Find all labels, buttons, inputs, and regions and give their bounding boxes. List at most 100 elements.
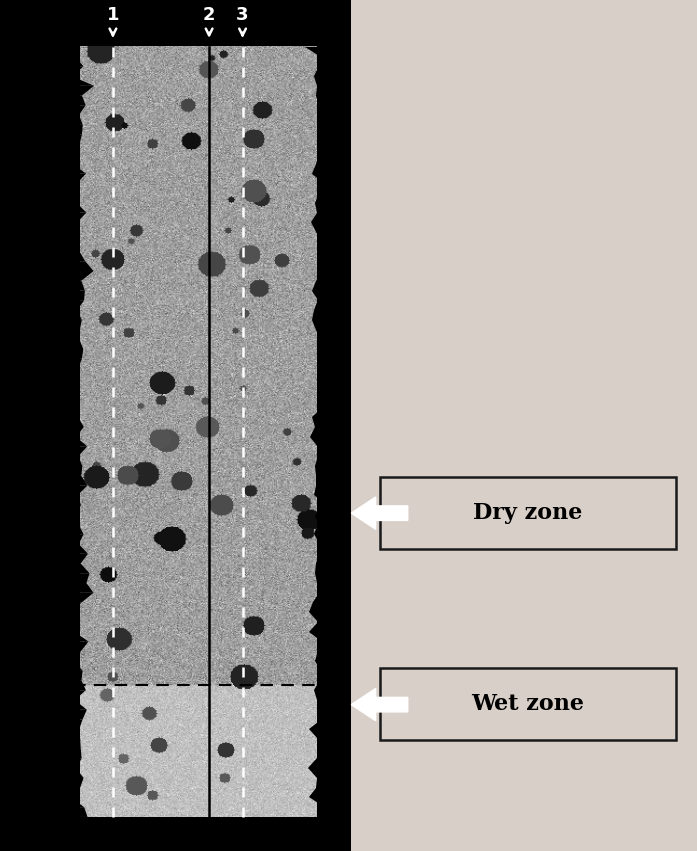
- Bar: [380, 477, 676, 549]
- Polygon shape: [0, 310, 82, 320]
- Polygon shape: [319, 134, 351, 145]
- Polygon shape: [0, 534, 84, 544]
- Polygon shape: [0, 574, 89, 583]
- Text: Dry zone: Dry zone: [473, 502, 583, 523]
- Polygon shape: [312, 408, 351, 417]
- Polygon shape: [0, 486, 87, 495]
- Polygon shape: [309, 612, 351, 622]
- Polygon shape: [320, 671, 351, 681]
- Polygon shape: [0, 290, 85, 300]
- Polygon shape: [0, 261, 93, 271]
- Polygon shape: [351, 497, 408, 529]
- Polygon shape: [323, 242, 351, 252]
- Polygon shape: [309, 603, 351, 612]
- Polygon shape: [0, 661, 83, 671]
- Polygon shape: [309, 719, 351, 729]
- Polygon shape: [0, 232, 79, 242]
- Polygon shape: [318, 739, 351, 749]
- Polygon shape: [318, 642, 351, 651]
- Polygon shape: [0, 163, 86, 174]
- Polygon shape: [319, 56, 351, 66]
- Polygon shape: [0, 749, 82, 758]
- Polygon shape: [314, 486, 351, 495]
- Polygon shape: [318, 710, 351, 719]
- Polygon shape: [318, 349, 351, 359]
- Polygon shape: [0, 397, 77, 408]
- Polygon shape: [0, 213, 86, 222]
- Polygon shape: [314, 495, 351, 505]
- Polygon shape: [0, 281, 85, 290]
- Polygon shape: [0, 300, 84, 310]
- Polygon shape: [0, 47, 76, 56]
- Polygon shape: [0, 758, 82, 768]
- Polygon shape: [0, 56, 84, 66]
- Polygon shape: [0, 320, 82, 329]
- Polygon shape: [0, 808, 88, 817]
- Bar: [380, 668, 676, 740]
- Polygon shape: [0, 86, 94, 95]
- Polygon shape: [0, 642, 89, 651]
- Polygon shape: [316, 154, 351, 163]
- Polygon shape: [0, 222, 79, 232]
- Polygon shape: [319, 378, 351, 388]
- Polygon shape: [308, 768, 351, 778]
- Polygon shape: [316, 86, 351, 95]
- Polygon shape: [0, 788, 80, 797]
- Polygon shape: [312, 222, 351, 232]
- Polygon shape: [315, 466, 351, 476]
- Polygon shape: [314, 681, 351, 690]
- Polygon shape: [0, 719, 82, 729]
- Polygon shape: [317, 700, 351, 710]
- Polygon shape: [0, 417, 84, 427]
- Polygon shape: [310, 437, 351, 447]
- Polygon shape: [0, 95, 86, 106]
- Polygon shape: [0, 183, 79, 193]
- Polygon shape: [316, 574, 351, 583]
- Polygon shape: [319, 183, 351, 193]
- Polygon shape: [315, 193, 351, 203]
- Polygon shape: [0, 690, 86, 700]
- Polygon shape: [0, 145, 79, 154]
- Polygon shape: [319, 145, 351, 154]
- Polygon shape: [317, 252, 351, 261]
- Polygon shape: [319, 125, 351, 134]
- Polygon shape: [315, 505, 351, 515]
- Polygon shape: [0, 359, 82, 368]
- Polygon shape: [315, 661, 351, 671]
- Polygon shape: [316, 476, 351, 486]
- Bar: [351, 0, 697, 851]
- Polygon shape: [0, 447, 87, 456]
- Polygon shape: [315, 515, 351, 524]
- Polygon shape: [0, 622, 74, 631]
- Polygon shape: [319, 115, 351, 125]
- Polygon shape: [314, 534, 351, 544]
- Polygon shape: [316, 583, 351, 593]
- Polygon shape: [315, 651, 351, 661]
- Polygon shape: [324, 808, 351, 817]
- Polygon shape: [0, 125, 83, 134]
- Polygon shape: [316, 232, 351, 242]
- Polygon shape: [0, 76, 94, 86]
- Polygon shape: [0, 515, 79, 524]
- Text: Wet zone: Wet zone: [471, 694, 585, 715]
- Polygon shape: [0, 203, 86, 213]
- Polygon shape: [323, 388, 351, 397]
- Polygon shape: [0, 134, 82, 145]
- Polygon shape: [0, 329, 80, 340]
- Polygon shape: [0, 778, 84, 788]
- Polygon shape: [313, 593, 351, 603]
- Polygon shape: [0, 456, 82, 466]
- Polygon shape: [314, 690, 351, 700]
- Polygon shape: [0, 466, 82, 476]
- Polygon shape: [318, 447, 351, 456]
- Polygon shape: [0, 106, 86, 115]
- Polygon shape: [0, 554, 88, 563]
- Polygon shape: [0, 242, 79, 252]
- Polygon shape: [312, 174, 351, 183]
- Text: 3: 3: [236, 6, 249, 24]
- Polygon shape: [312, 310, 351, 320]
- Polygon shape: [316, 95, 351, 106]
- Polygon shape: [316, 778, 351, 788]
- Polygon shape: [0, 671, 83, 681]
- Polygon shape: [314, 66, 351, 76]
